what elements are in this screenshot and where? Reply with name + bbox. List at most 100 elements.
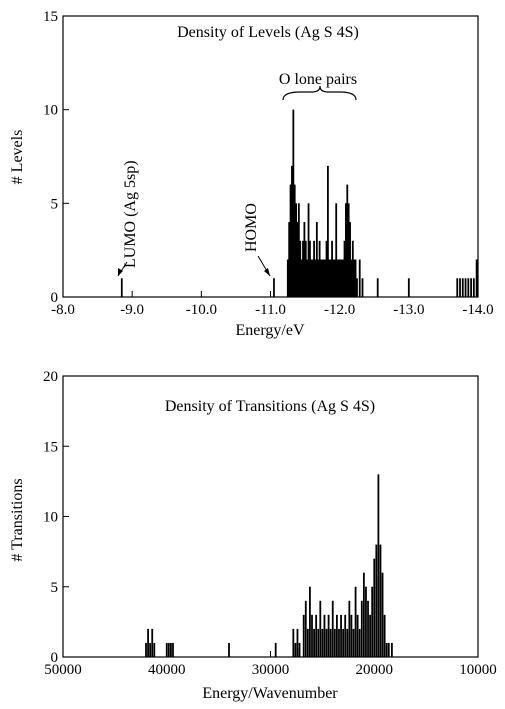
transitions-x-tick-label: 20000 [356, 662, 394, 678]
homo-arrow-head [264, 268, 270, 276]
levels-x-ticks: -8.0 -9.0 -10.0 -11.0 -12.0 -13.0 -14.0 [51, 291, 494, 318]
levels-y-axis-label: # Levels [9, 130, 26, 185]
transitions-y-tick-label: 20 [43, 369, 58, 385]
transitions-bar [342, 629, 344, 657]
transitions-y-tick-label: 15 [43, 439, 58, 455]
transitions-bar [365, 587, 367, 657]
transitions-bar [384, 615, 386, 657]
levels-bar [273, 278, 275, 297]
levels-x-axis-label: Energy/eV [235, 322, 304, 339]
transitions-y-ticks: 0 5 10 15 20 [43, 369, 69, 666]
transitions-bar [228, 643, 230, 657]
levels-chart: Density of Levels (Ag S 4S) -8.0 -9.0 -10.… [9, 9, 494, 339]
transitions-y-tick-label: 10 [43, 510, 58, 526]
levels-bar [359, 260, 361, 297]
levels-y-tick-label: 15 [43, 9, 58, 25]
levels-bar [467, 278, 469, 297]
transitions-bar [373, 559, 375, 657]
levels-y-ticks: 0 5 10 15 [43, 9, 69, 306]
levels-bar [356, 278, 358, 297]
transitions-bar [295, 643, 297, 657]
levels-bar [362, 278, 364, 297]
levels-x-tick-label: -10.0 [186, 302, 217, 318]
transitions-chart-title: Density of Transitions (Ag S 4S) [165, 398, 375, 415]
levels-x-tick-label: -11.0 [255, 302, 286, 318]
transitions-bar [334, 629, 336, 657]
levels-x-tick-label: -13.0 [393, 302, 424, 318]
transitions-bar [351, 615, 353, 657]
levels-bar [476, 260, 478, 297]
homo-annotation: HOMO [243, 203, 260, 252]
transitions-y-axis-label: # Transitions [9, 478, 26, 561]
transitions-bar [353, 629, 355, 657]
transitions-bar [305, 601, 307, 657]
transitions-bar [391, 643, 393, 657]
transitions-bar [149, 643, 151, 657]
transitions-bar [315, 615, 317, 657]
levels-chart-title: Density of Levels (Ag S 4S) [177, 24, 359, 41]
levels-x-tick-label: -9.0 [120, 302, 144, 318]
levels-y-tick-label: 0 [51, 290, 59, 306]
levels-bar [459, 278, 461, 297]
transitions-bar [378, 474, 380, 657]
transitions-bar [346, 629, 348, 657]
transitions-x-tick-label: 40000 [148, 662, 186, 678]
transitions-bar [388, 643, 390, 657]
lumo-annotation: LUMO (Ag 5sp) [122, 160, 139, 268]
levels-x-tick-label: -14.0 [462, 302, 493, 318]
levels-x-tick-label: -12.0 [324, 302, 355, 318]
transitions-bar [275, 643, 277, 657]
transitions-bar [317, 629, 319, 657]
transitions-bar [311, 615, 313, 657]
transitions-bar [324, 615, 326, 657]
levels-bar [377, 278, 379, 297]
transitions-bar [367, 601, 369, 657]
transitions-bar [151, 629, 153, 657]
transitions-bar [299, 643, 301, 657]
levels-bar [456, 278, 458, 297]
transitions-y-tick-label: 0 [51, 650, 59, 666]
transitions-x-ticks: 50000 40000 30000 20000 10000 [44, 651, 497, 678]
transitions-bar [369, 615, 371, 657]
transitions-bar [145, 643, 147, 657]
transitions-bar [168, 643, 170, 657]
transitions-bar [361, 601, 363, 657]
transitions-bar [328, 615, 330, 657]
o-lone-pairs-brace [283, 86, 356, 100]
transitions-bar [340, 615, 342, 657]
transitions-bar [386, 643, 388, 657]
transitions-x-axis-label: Energy/Wavenumber [202, 685, 338, 702]
levels-bar [465, 278, 467, 297]
transitions-bar [344, 615, 346, 657]
transitions-bar [359, 629, 361, 657]
levels-bar [462, 278, 464, 297]
transitions-chart: Density of Transitions (Ag S 4S) 50000 40… [9, 369, 497, 702]
transitions-bar [147, 629, 149, 657]
transitions-bar [371, 587, 373, 657]
levels-y-tick-label: 10 [43, 103, 58, 119]
transitions-bar [357, 615, 359, 657]
transitions-plot-frame [63, 376, 478, 657]
transitions-bar [375, 545, 377, 657]
levels-bar [121, 278, 123, 297]
transitions-bar [330, 629, 332, 657]
transitions-bar [153, 643, 155, 657]
transitions-bar [338, 629, 340, 657]
transitions-bar [326, 629, 328, 657]
transitions-bar [309, 587, 311, 657]
transitions-bar [321, 629, 323, 657]
transitions-x-tick-label: 30000 [252, 662, 290, 678]
levels-bar [473, 278, 475, 297]
transitions-bar [307, 629, 309, 657]
transitions-bar [170, 643, 172, 657]
transitions-bar [363, 573, 365, 657]
levels-y-tick-label: 5 [51, 196, 59, 212]
transitions-bar [355, 587, 357, 657]
o-lone-pairs-annotation: O lone pairs [279, 71, 357, 88]
transitions-x-tick-label: 10000 [459, 662, 497, 678]
levels-bars [121, 110, 478, 297]
transitions-bar [303, 615, 305, 657]
transitions-bar [313, 629, 315, 657]
transitions-y-tick-label: 5 [51, 580, 59, 596]
